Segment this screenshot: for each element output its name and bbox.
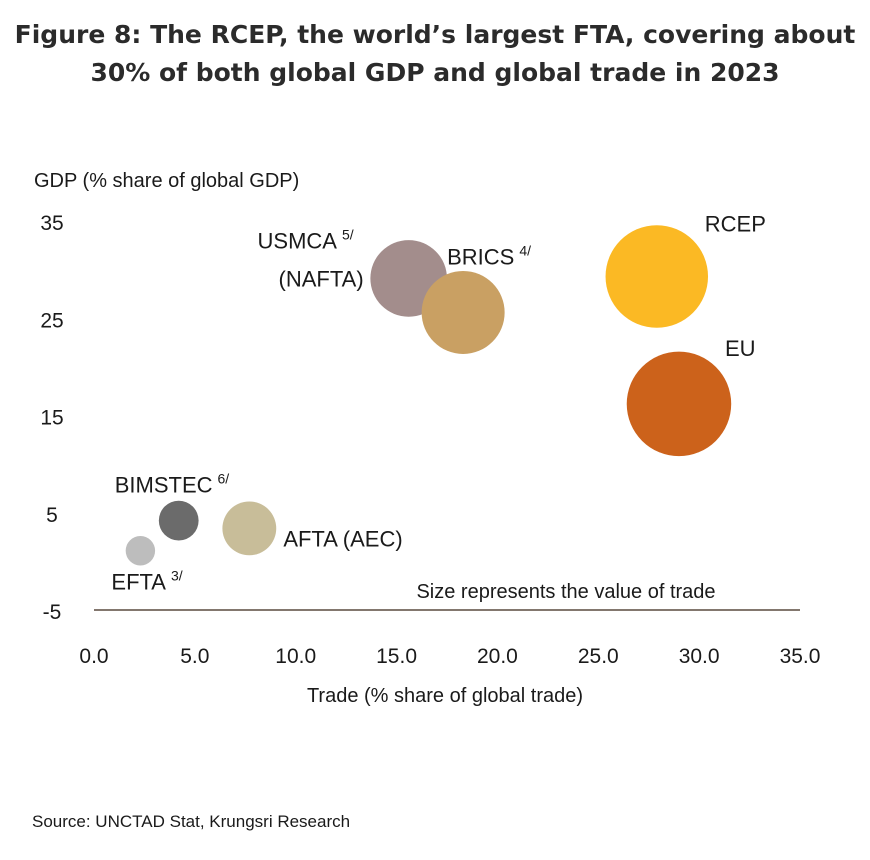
bubble-label-note-brics: 4/ xyxy=(519,242,531,258)
x-tick-label: 10.0 xyxy=(275,645,316,668)
bubble-labels: USMCA 5/ (NAFTA) BRICS 4/RCEP EU BIMSTEC 6/AFTA… xyxy=(111,211,766,594)
bubble-label-note-bimstec: 6/ xyxy=(218,471,230,487)
bubble-label-rcep: RCEP xyxy=(705,211,766,236)
bubble-label-note-usmca: 5/ xyxy=(342,226,354,242)
y-tick-label: 35 xyxy=(40,212,63,235)
x-axis-ticks: 0.0 5.0 10.0 15.0 20.0 25.0 30.0 35.0 xyxy=(79,645,820,668)
x-tick-label: 35.0 xyxy=(780,645,821,668)
bubble-label-brics: BRICS 4/ xyxy=(447,242,531,269)
y-axis-ticks: 35 25 15 5 -5 xyxy=(40,212,63,624)
bubble-eu xyxy=(626,351,732,457)
x-tick-label: 5.0 xyxy=(180,645,209,668)
chart-title: Figure 8: The RCEP, the world’s largest … xyxy=(0,16,870,92)
bubble-rcep xyxy=(605,225,709,328)
chart-title-line-2: 30% of both global GDP and global trade … xyxy=(90,58,780,87)
x-tick-label: 0.0 xyxy=(79,645,108,668)
y-tick-label: -5 xyxy=(43,601,62,624)
bubble-label-usmca: USMCA 5/ xyxy=(258,226,354,253)
bubble-label-bimstec: BIMSTEC 6/ xyxy=(115,471,230,498)
y-tick-label: 25 xyxy=(40,309,63,332)
bubble-efta xyxy=(125,536,156,566)
size-note: Size represents the value of trade xyxy=(416,581,715,603)
y-axis-label: GDP (% share of global GDP) xyxy=(34,170,299,192)
x-tick-label: 20.0 xyxy=(477,645,518,668)
bubble-brics xyxy=(421,270,505,354)
bubble-label-line2-usmca: (NAFTA) xyxy=(279,266,364,291)
y-tick-label: 15 xyxy=(40,407,63,430)
x-tick-label: 30.0 xyxy=(679,645,720,668)
bubble-label-note-efta: 3/ xyxy=(171,568,183,584)
x-axis-label: Trade (% share of global trade) xyxy=(307,685,583,707)
bubble-label-eu: EU xyxy=(725,336,756,361)
x-tick-label: 25.0 xyxy=(578,645,619,668)
x-tick-label: 15.0 xyxy=(376,645,417,668)
bubbles xyxy=(125,225,732,566)
bubble-chart: GDP (% share of global GDP) Trade (% sha… xyxy=(34,170,820,707)
bubble-bimstec xyxy=(158,500,199,541)
bubble-label-afta: AFTA (AEC) xyxy=(283,526,402,551)
y-tick-label: 5 xyxy=(46,504,58,527)
bubble-label-efta: EFTA 3/ xyxy=(111,568,182,595)
chart-title-line-1: Figure 8: The RCEP, the world’s largest … xyxy=(14,20,856,49)
bubble-afta xyxy=(222,501,277,556)
source-note: Source: UNCTAD Stat, Krungsri Research xyxy=(32,812,351,831)
